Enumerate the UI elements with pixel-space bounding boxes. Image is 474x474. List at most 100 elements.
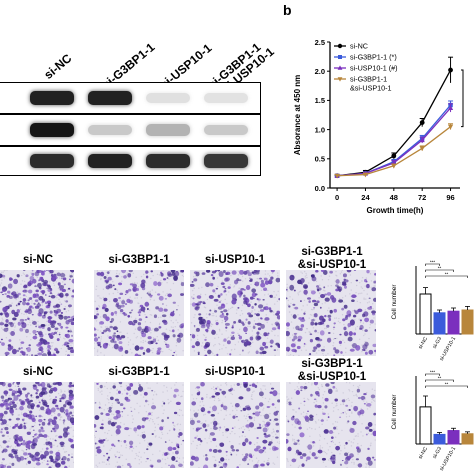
- membrane-pore: [107, 439, 109, 441]
- membrane-pore: [26, 335, 28, 338]
- stained-cell: [371, 456, 375, 459]
- stained-cell: [242, 441, 246, 447]
- stained-cell: [310, 290, 316, 295]
- membrane-pore: [298, 443, 300, 445]
- stained-cell: [292, 314, 297, 319]
- stained-cell: [116, 465, 122, 468]
- stained-cell: [251, 383, 256, 387]
- stained-cell: [205, 453, 208, 457]
- stained-cell: [65, 319, 70, 325]
- membrane-pore: [217, 464, 220, 466]
- membrane-pore: [197, 412, 200, 415]
- stained-cell: [32, 307, 34, 309]
- membrane-pore: [175, 382, 177, 384]
- membrane-pore: [97, 387, 99, 390]
- membrane-pore: [192, 440, 194, 443]
- membrane-pore: [300, 271, 302, 273]
- membrane-pore: [65, 350, 67, 353]
- membrane-pore: [72, 461, 74, 464]
- stained-cell: [320, 293, 326, 299]
- membrane-pore: [258, 281, 260, 283]
- stained-cell: [50, 458, 54, 462]
- stained-cell: [220, 310, 224, 313]
- membrane-pore: [60, 460, 62, 462]
- blot-band: [88, 153, 132, 169]
- membrane-pore: [267, 273, 269, 275]
- membrane-pore: [369, 445, 372, 447]
- stained-cell: [106, 452, 109, 455]
- membrane-pore: [243, 415, 245, 417]
- membrane-pore: [136, 297, 138, 299]
- membrane-pore: [177, 394, 180, 396]
- stained-cell: [321, 457, 326, 461]
- membrane-pore: [162, 425, 165, 428]
- membrane-pore: [152, 274, 154, 277]
- stained-cell: [46, 409, 52, 416]
- stained-cell: [156, 459, 162, 463]
- significance-bracket: [425, 275, 468, 278]
- stained-cell: [121, 411, 124, 413]
- membrane-pore: [20, 412, 23, 414]
- membrane-pore: [251, 394, 253, 396]
- stained-cell: [339, 416, 342, 418]
- membrane-pore: [219, 343, 221, 346]
- membrane-pore: [336, 390, 338, 393]
- membrane-pore: [347, 397, 349, 400]
- membrane-pore: [271, 330, 273, 332]
- membrane-pore: [225, 294, 228, 296]
- membrane-pore: [330, 284, 332, 287]
- membrane-pore: [46, 320, 48, 323]
- membrane-pore: [37, 320, 39, 323]
- membrane-pore: [339, 273, 342, 275]
- membrane-pore: [290, 321, 293, 323]
- stained-cell: [163, 308, 168, 312]
- membrane-pore: [269, 383, 272, 385]
- membrane-pore: [293, 438, 296, 441]
- membrane-pore: [106, 398, 109, 400]
- stained-cell: [211, 270, 217, 274]
- membrane-pore: [9, 425, 12, 428]
- membrane-pore: [196, 338, 199, 341]
- stained-cell: [62, 422, 65, 424]
- membrane-pore: [193, 287, 195, 290]
- stained-cell: [290, 343, 296, 348]
- stained-cell: [35, 333, 37, 336]
- membrane-pore: [294, 342, 296, 344]
- stained-cell: [192, 297, 195, 300]
- membrane-pore: [263, 294, 266, 296]
- membrane-pore: [260, 354, 262, 356]
- stained-cell: [322, 318, 326, 323]
- stained-cell: [125, 398, 131, 402]
- stained-cell: [26, 346, 31, 353]
- membrane-pore: [231, 430, 233, 433]
- membrane-pore: [165, 463, 167, 465]
- stained-cell: [7, 383, 12, 388]
- membrane-pore: [13, 322, 16, 324]
- stained-cell: [0, 412, 3, 417]
- stained-cell: [27, 404, 33, 409]
- membrane-pore: [286, 458, 288, 460]
- membrane-pore: [300, 349, 303, 351]
- membrane-pore: [202, 414, 205, 416]
- stained-cell: [108, 336, 113, 340]
- stained-cell: [268, 441, 273, 444]
- stained-cell: [249, 296, 254, 300]
- membrane-pore: [263, 460, 265, 463]
- membrane-pore: [111, 405, 113, 407]
- membrane-pore: [346, 409, 349, 411]
- membrane-pore: [69, 289, 72, 292]
- membrane-pore: [311, 308, 314, 311]
- membrane-pore: [200, 293, 202, 296]
- stained-cell: [196, 295, 202, 299]
- stained-cell: [24, 457, 27, 460]
- stained-cell: [150, 270, 153, 273]
- membrane-pore: [260, 414, 262, 417]
- membrane-pore: [68, 465, 70, 467]
- membrane-pore: [122, 299, 125, 301]
- stained-cell: [138, 384, 141, 387]
- stained-cell: [50, 274, 54, 277]
- stained-cell: [275, 429, 280, 433]
- stained-cell: [145, 275, 149, 279]
- stained-cell: [329, 270, 333, 274]
- stained-cell: [65, 326, 69, 329]
